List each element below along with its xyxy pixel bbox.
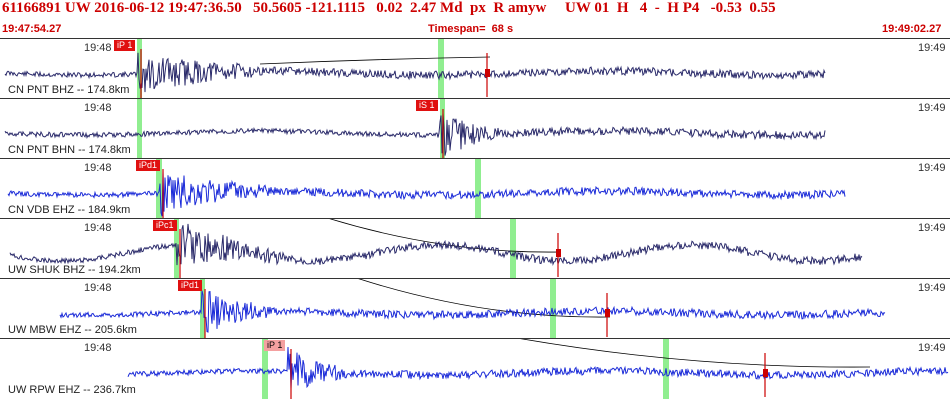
- pick-flag-icon[interactable]: iPd1: [178, 280, 203, 291]
- time-mark-right: 19:49: [918, 102, 946, 114]
- amplitude-marker-tick: [763, 369, 768, 377]
- pick-flag-icon[interactable]: iP 1: [264, 340, 286, 351]
- phase-window-marker: [510, 219, 516, 279]
- seismogram-panel[interactable]: 19:48 19:49 iP 1 UW RPW EHZ -- 236.7km: [0, 338, 950, 399]
- end-time-label: 19:49:02.27: [882, 23, 942, 35]
- travel-time-curve: [259, 56, 491, 65]
- pick-flag-icon[interactable]: iPd1: [136, 160, 161, 171]
- travel-time-curve: [358, 279, 611, 318]
- time-mark-left: 19:48: [84, 102, 112, 114]
- time-mark-right: 19:49: [918, 42, 946, 54]
- phase-window-marker: [200, 279, 205, 339]
- phase-window-marker: [262, 339, 268, 399]
- waveform-trace-area[interactable]: [0, 219, 950, 279]
- start-time-label: 19:47:54.27: [2, 23, 62, 35]
- station-channel-label: CN PNT BHZ -- 174.8km: [8, 84, 130, 96]
- waveform-trace-area[interactable]: [0, 339, 950, 399]
- time-mark-left: 19:48: [84, 222, 112, 234]
- travel-time-curve: [520, 339, 871, 368]
- amplitude-marker-tick: [605, 309, 610, 317]
- station-channel-label: CN PNT BHN -- 174.8km: [8, 144, 131, 156]
- seismic-waveform: [4, 52, 826, 93]
- seismogram-panel[interactable]: 19:48 19:49 iP 1 CN PNT BHZ -- 174.8km: [0, 38, 950, 99]
- phase-window-marker: [438, 39, 444, 99]
- seismic-waveform: [9, 223, 863, 266]
- travel-time-curve: [329, 219, 561, 253]
- time-mark-left: 19:48: [84, 42, 112, 54]
- waveform-trace-area[interactable]: [0, 279, 950, 339]
- pick-flag-icon[interactable]: iPc1: [153, 220, 177, 231]
- phase-window-marker: [475, 159, 481, 219]
- waveform-trace-area[interactable]: [0, 99, 950, 159]
- amplitude-marker-tick: [485, 69, 490, 77]
- time-mark-right: 19:49: [918, 222, 946, 234]
- seismic-waveform: [4, 112, 826, 156]
- pick-flag-icon[interactable]: iP 1: [114, 40, 136, 51]
- seismogram-panel[interactable]: 19:48 19:49 iS 1 CN PNT BHN -- 174.8km: [0, 98, 950, 159]
- station-channel-label: CN VDB EHZ -- 184.9km: [8, 204, 131, 216]
- seismogram-panel[interactable]: 19:48 19:49 iPc1 UW SHUK BHZ -- 194.2km: [0, 218, 950, 279]
- phase-window-marker: [550, 279, 556, 339]
- time-mark-right: 19:49: [918, 342, 946, 354]
- seismic-waveform: [127, 346, 949, 390]
- pick-flag-icon[interactable]: iS 1: [416, 100, 438, 111]
- seismogram-panel[interactable]: 19:48 19:49 iPd1 UW MBW EHZ -- 205.6km: [0, 278, 950, 339]
- station-channel-label: UW SHUK BHZ -- 194.2km: [8, 264, 141, 276]
- phase-window-marker: [137, 39, 142, 99]
- amplitude-marker-tick: [556, 249, 561, 257]
- waveform-trace-area[interactable]: [0, 159, 950, 219]
- waveform-trace-area[interactable]: [0, 39, 950, 99]
- timespan-label: Timespan= 68 s: [428, 23, 514, 35]
- time-mark-left: 19:48: [84, 162, 112, 174]
- seismogram-panel[interactable]: 19:48 19:49 iPd1 CN VDB EHZ -- 184.9km: [0, 158, 950, 219]
- event-summary-line: 61166891 UW 2016-06-12 19:47:36.50 50.56…: [2, 0, 776, 16]
- event-header: 61166891 UW 2016-06-12 19:47:36.50 50.56…: [0, 0, 950, 38]
- time-mark-left: 19:48: [84, 342, 112, 354]
- phase-window-marker: [137, 99, 142, 159]
- time-mark-left: 19:48: [84, 282, 112, 294]
- time-mark-right: 19:49: [918, 282, 946, 294]
- seismic-waveform: [59, 290, 886, 333]
- waveform-panels[interactable]: 19:48 19:49 iP 1 CN PNT BHZ -- 174.8km 19:48…: [0, 38, 950, 400]
- station-channel-label: UW MBW EHZ -- 205.6km: [8, 324, 137, 336]
- time-mark-right: 19:49: [918, 162, 946, 174]
- station-channel-label: UW RPW EHZ -- 236.7km: [8, 384, 136, 396]
- seismic-waveform: [7, 171, 846, 217]
